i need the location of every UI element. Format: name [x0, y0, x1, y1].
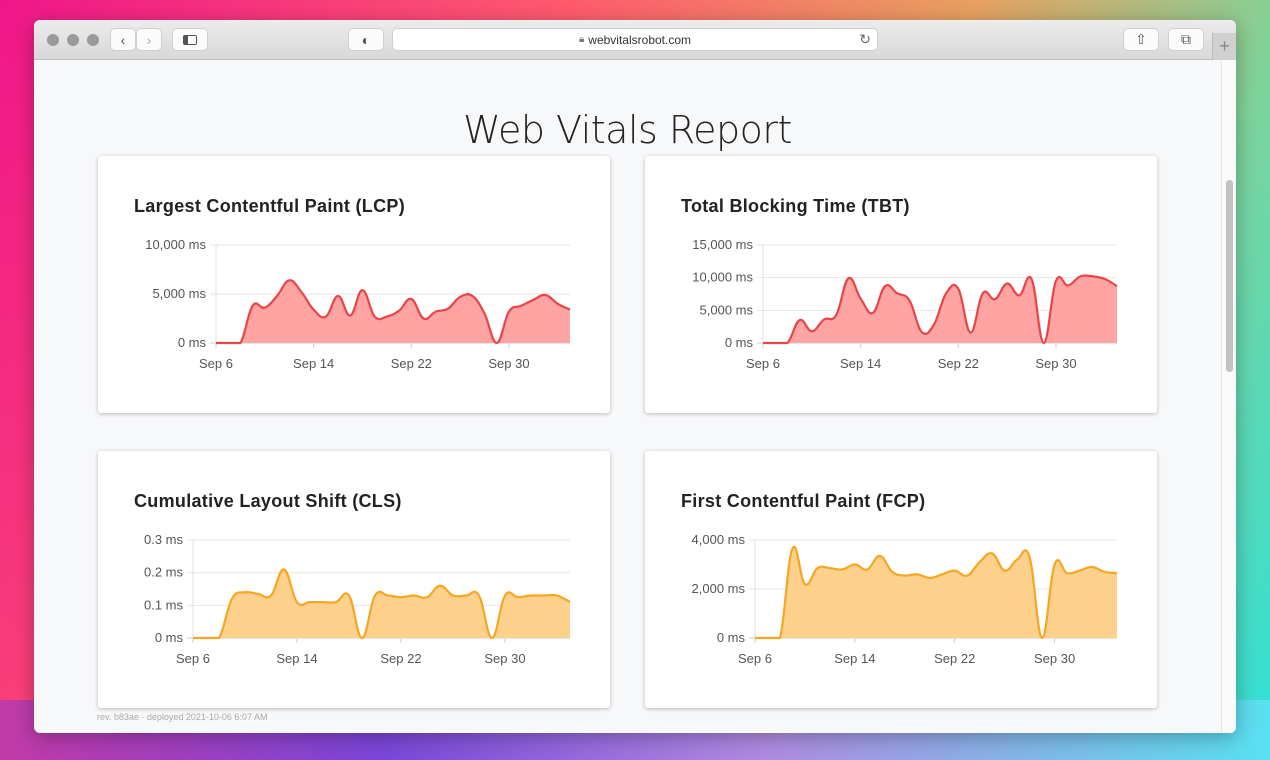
deploy-info: rev. b83ae · deployed 2021-10-06 6:07 AM	[97, 712, 268, 722]
area-fill	[193, 569, 570, 638]
y-tick-label: 0 ms	[155, 630, 184, 645]
y-tick-label: 0.3 ms	[144, 532, 184, 547]
page-title: Web Vitals Report	[463, 108, 792, 152]
chevron-right-icon: ›	[146, 31, 152, 48]
url-text: webvitalsrobot.com	[588, 32, 692, 47]
x-tick-label: Sep 30	[1035, 356, 1076, 371]
area-fill	[755, 546, 1117, 638]
browser-toolbar: ‹ › ◐ 🔒︎ webvitalsrobot.com ↻ ⇧ ⧉ +	[34, 20, 1236, 60]
lock-icon: 🔒︎	[578, 34, 585, 45]
x-tick-label: Sep 14	[840, 356, 881, 371]
y-tick-label: 4,000 ms	[692, 532, 746, 547]
y-tick-label: 10,000 ms	[145, 237, 206, 252]
cls-card: Cumulative Layout Shift (CLS) 0 ms 0.1 ms 0…	[98, 451, 610, 708]
x-tick-label: Sep 14	[276, 651, 317, 666]
x-tick-label: Sep 30	[484, 651, 525, 666]
x-tick-label: Sep 22	[938, 356, 979, 371]
x-tick-label: Sep 6	[199, 356, 233, 371]
privacy-shield-button[interactable]: ◐	[348, 28, 384, 51]
sidebar-icon	[183, 34, 197, 45]
scrollbar-thumb[interactable]	[1226, 180, 1233, 372]
series-line	[762, 274, 1118, 345]
share-button[interactable]: ⇧	[1123, 28, 1159, 51]
y-tick-label: 0.2 ms	[144, 565, 184, 580]
card-title: Total Blocking Time (TBT)	[681, 196, 910, 216]
y-tick-label: 2,000 ms	[692, 581, 746, 596]
x-tick-label: Sep 22	[934, 651, 975, 666]
tbt-chart: 0 ms 5,000 ms 10,000 ms 15,000 ms Sep 6 Sep 1…	[692, 237, 1118, 371]
x-tick-label: Sep 22	[380, 651, 421, 666]
x-tick-label: Sep 30	[488, 356, 529, 371]
forward-button[interactable]: ›	[136, 28, 162, 51]
shield-icon: ◐	[361, 31, 371, 48]
chevron-left-icon: ‹	[120, 31, 126, 48]
scrollbar[interactable]	[1221, 60, 1236, 733]
address-bar[interactable]: 🔒︎ webvitalsrobot.com ↻	[392, 28, 878, 51]
x-tick-label: Sep 14	[834, 651, 875, 666]
new-tab-button[interactable]: +	[1212, 33, 1236, 60]
x-tick-label: Sep 6	[746, 356, 780, 371]
y-tick-label: 0 ms	[717, 630, 746, 645]
x-tick-label: Sep 14	[293, 356, 334, 371]
y-tick-label: 0 ms	[725, 335, 754, 350]
tabs-overview-button[interactable]: ⧉	[1168, 28, 1204, 51]
card-title: Largest Contentful Paint (LCP)	[134, 196, 405, 216]
sidebar-toggle-button[interactable]	[172, 28, 208, 51]
share-icon: ⇧	[1135, 31, 1147, 47]
x-tick-label: Sep 30	[1034, 651, 1075, 666]
series-line	[192, 568, 571, 640]
x-tick-label: Sep 6	[738, 651, 772, 666]
cls-chart: 0 ms 0.1 ms 0.2 ms 0.3 ms Sep 6 Sep 14 Sep 22 S…	[144, 532, 571, 666]
y-tick-label: 0.1 ms	[144, 597, 184, 612]
reload-icon[interactable]: ↻	[859, 31, 871, 47]
x-tick-label: Sep 6	[176, 651, 210, 666]
minimize-window-button[interactable]	[67, 34, 79, 46]
fcp-card: First Contentful Paint (FCP) 0 ms 2,000 ms…	[645, 451, 1157, 708]
tbt-card: Total Blocking Time (TBT) 0 ms 5,000 ms 10,…	[645, 156, 1157, 413]
tabs-icon: ⧉	[1181, 31, 1191, 47]
browser-window: ‹ › ◐ 🔒︎ webvitalsrobot.com ↻ ⇧ ⧉ + Web …	[34, 20, 1236, 733]
series-line	[215, 279, 571, 345]
back-button[interactable]: ‹	[110, 28, 136, 51]
fcp-chart: 0 ms 2,000 ms 4,000 ms Sep 6 Sep 14 Sep 22 Sep…	[692, 532, 1118, 666]
lcp-chart: 0 ms 5,000 ms 10,000 ms Sep 6 Sep 14 Sep 22 Se…	[145, 237, 571, 371]
y-tick-label: 10,000 ms	[692, 270, 753, 285]
y-tick-label: 15,000 ms	[692, 237, 753, 252]
y-tick-label: 0 ms	[178, 335, 207, 350]
y-tick-label: 5,000 ms	[153, 286, 207, 301]
page-content: Web Vitals Report Largest Contentful Pai…	[34, 60, 1221, 733]
series-line	[754, 545, 1118, 640]
close-window-button[interactable]	[47, 34, 59, 46]
area-fill	[216, 280, 570, 343]
lcp-card: Largest Contentful Paint (LCP) 0 ms 5,000 …	[98, 156, 610, 413]
card-title: First Contentful Paint (FCP)	[681, 491, 926, 511]
maximize-window-button[interactable]	[87, 34, 99, 46]
card-title: Cumulative Layout Shift (CLS)	[134, 491, 402, 511]
x-tick-label: Sep 22	[391, 356, 432, 371]
y-tick-label: 5,000 ms	[700, 302, 754, 317]
